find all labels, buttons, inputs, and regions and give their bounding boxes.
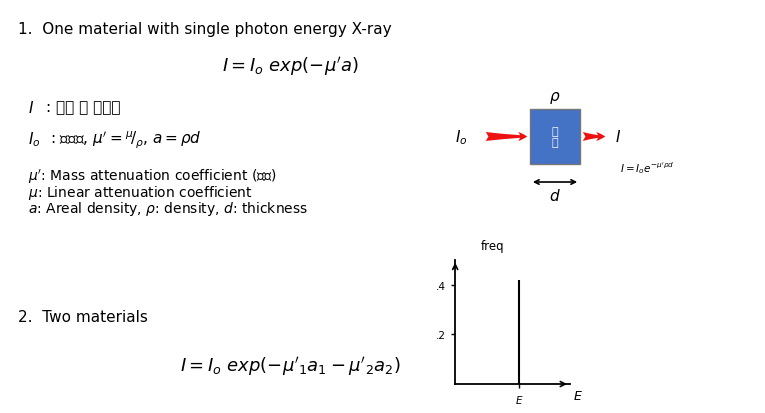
Text: : 초기값, $\mu' = {^\mu\!/_\rho}$, $a = \rho d$: : 초기값, $\mu' = {^\mu\!/_\rho}$, $a = \rh… bbox=[50, 130, 202, 151]
Text: $\mu'$: Mass attenuation coefficient (상수): $\mu'$: Mass attenuation coefficient (상수… bbox=[28, 168, 277, 186]
Text: $\rho$: $\rho$ bbox=[549, 90, 561, 106]
Text: 2.  Two materials: 2. Two materials bbox=[18, 309, 148, 324]
Text: $I = I_o\ exp(-\mu' a)$: $I = I_o\ exp(-\mu' a)$ bbox=[222, 55, 358, 78]
Bar bbox=[530, 110, 580, 165]
Text: freq: freq bbox=[480, 240, 504, 253]
Text: 1.  One material with single photon energy X-ray: 1. One material with single photon energ… bbox=[18, 22, 392, 37]
Text: $\mu$: Linear attenuation coefficient: $\mu$: Linear attenuation coefficient bbox=[28, 183, 253, 202]
Text: $I = I_o e^{-\mu'\rho d}$: $I = I_o e^{-\mu'\rho d}$ bbox=[620, 159, 675, 176]
Text: $I$: $I$ bbox=[615, 129, 621, 145]
Text: $I = I_o\ exp(-\mu'_1 a_1 - \mu'_2 a_2)$: $I = I_o\ exp(-\mu'_1 a_1 - \mu'_2 a_2)$ bbox=[180, 354, 400, 377]
Text: 물
질: 물 질 bbox=[552, 126, 558, 148]
Text: $d$: $d$ bbox=[549, 188, 561, 204]
Text: $a$: Areal density, $\rho$: density, $d$: thickness: $a$: Areal density, $\rho$: density, $d$… bbox=[28, 199, 308, 218]
Text: $I_o$: $I_o$ bbox=[455, 128, 468, 147]
Text: $E$: $E$ bbox=[573, 389, 583, 402]
Text: $I_o$: $I_o$ bbox=[28, 130, 41, 148]
Text: $I$: $I$ bbox=[28, 100, 34, 116]
Text: : 감쇄 후 측정값: : 감쇄 후 측정값 bbox=[46, 100, 121, 115]
